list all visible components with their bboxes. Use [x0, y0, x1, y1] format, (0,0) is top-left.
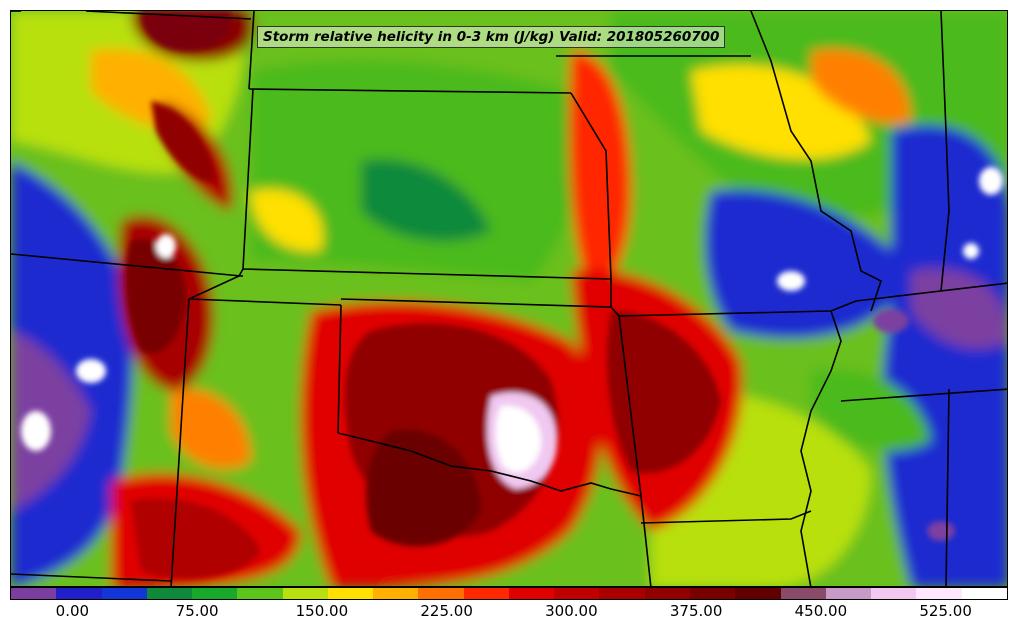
colorbar-segment: [146, 588, 193, 599]
colorbar-segment: [644, 588, 690, 599]
colorbar-segment: [327, 588, 374, 599]
colorbar-segment: [237, 588, 283, 599]
colorbar-segment: [780, 588, 826, 599]
colorbar-segment: [599, 588, 645, 599]
colorbar-segment: [418, 588, 464, 599]
colorbar-segment: [735, 588, 781, 599]
colorbar-segment: [554, 588, 600, 599]
colorbar-segment: [101, 588, 147, 599]
colorbar-tick-label: 300.00: [545, 602, 598, 620]
colorbar-tick-label: 450.00: [794, 602, 848, 620]
colorbar-segment: [825, 588, 872, 599]
colorbar-tick-labels: 0.00 75.00 150.00 225.00 300.00 375.00 450.00 5…: [10, 602, 1008, 624]
colorbar-segment: [192, 588, 238, 599]
srh-field: [11, 11, 1007, 586]
colorbar: [10, 587, 1008, 600]
colorbar-tick-label: 375.00: [669, 602, 723, 620]
colorbar-tick-label: 75.00: [175, 602, 219, 620]
colorbar-tick-label: 525.00: [919, 602, 972, 620]
colorbar-segment: [689, 588, 736, 599]
map-title: Storm relative helicity in 0-3 km (J/kg)…: [257, 26, 726, 48]
colorbar-segment: [56, 588, 102, 599]
colorbar-segment: [871, 588, 917, 599]
colorbar-segment: [508, 588, 555, 599]
colorbar-tick-label: 150.00: [295, 602, 349, 620]
colorbar-segment: [282, 588, 328, 599]
colorbar-segment: [11, 588, 57, 599]
colorbar-tick-label: 225.00: [420, 602, 473, 620]
field-core-layer: [21, 11, 1003, 580]
colorbar-segment: [916, 588, 962, 599]
state-boundaries: [11, 11, 1007, 586]
srh-map[interactable]: Storm relative helicity in 0-3 km (J/kg)…: [10, 10, 1008, 587]
colorbar-segment: [961, 588, 1007, 599]
colorbar-segment: [373, 588, 419, 599]
colorbar-segment: [463, 588, 509, 599]
colorbar-tick-label: 0.00: [55, 602, 90, 620]
